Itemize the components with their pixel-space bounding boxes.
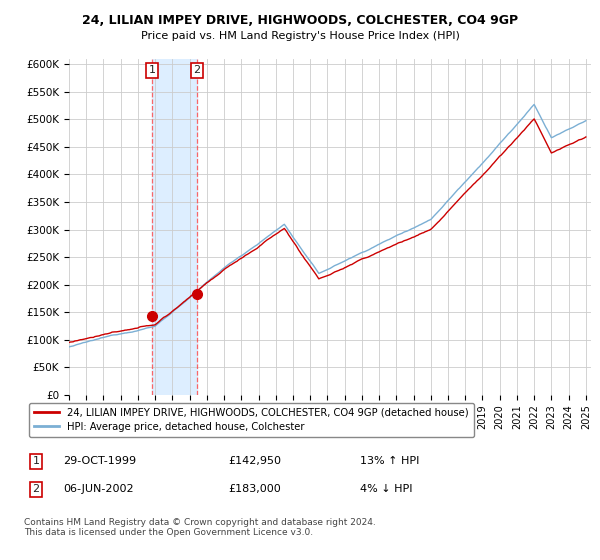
Text: Contains HM Land Registry data © Crown copyright and database right 2024.
This d: Contains HM Land Registry data © Crown c… bbox=[24, 518, 376, 538]
Text: £183,000: £183,000 bbox=[228, 484, 281, 494]
Text: 1: 1 bbox=[149, 66, 156, 76]
Text: 24, LILIAN IMPEY DRIVE, HIGHWOODS, COLCHESTER, CO4 9GP: 24, LILIAN IMPEY DRIVE, HIGHWOODS, COLCH… bbox=[82, 14, 518, 27]
Text: 2: 2 bbox=[193, 66, 200, 76]
Bar bbox=[152, 59, 197, 395]
Text: Price paid vs. HM Land Registry's House Price Index (HPI): Price paid vs. HM Land Registry's House … bbox=[140, 31, 460, 41]
Text: 1: 1 bbox=[32, 456, 40, 466]
Text: 29-OCT-1999: 29-OCT-1999 bbox=[63, 456, 136, 466]
Text: 06-JUN-2002: 06-JUN-2002 bbox=[63, 484, 134, 494]
Text: 2: 2 bbox=[32, 484, 40, 494]
Text: £142,950: £142,950 bbox=[228, 456, 281, 466]
Text: 13% ↑ HPI: 13% ↑ HPI bbox=[360, 456, 419, 466]
Text: 4% ↓ HPI: 4% ↓ HPI bbox=[360, 484, 413, 494]
Legend: 24, LILIAN IMPEY DRIVE, HIGHWOODS, COLCHESTER, CO4 9GP (detached house), HPI: Av: 24, LILIAN IMPEY DRIVE, HIGHWOODS, COLCH… bbox=[29, 403, 473, 437]
